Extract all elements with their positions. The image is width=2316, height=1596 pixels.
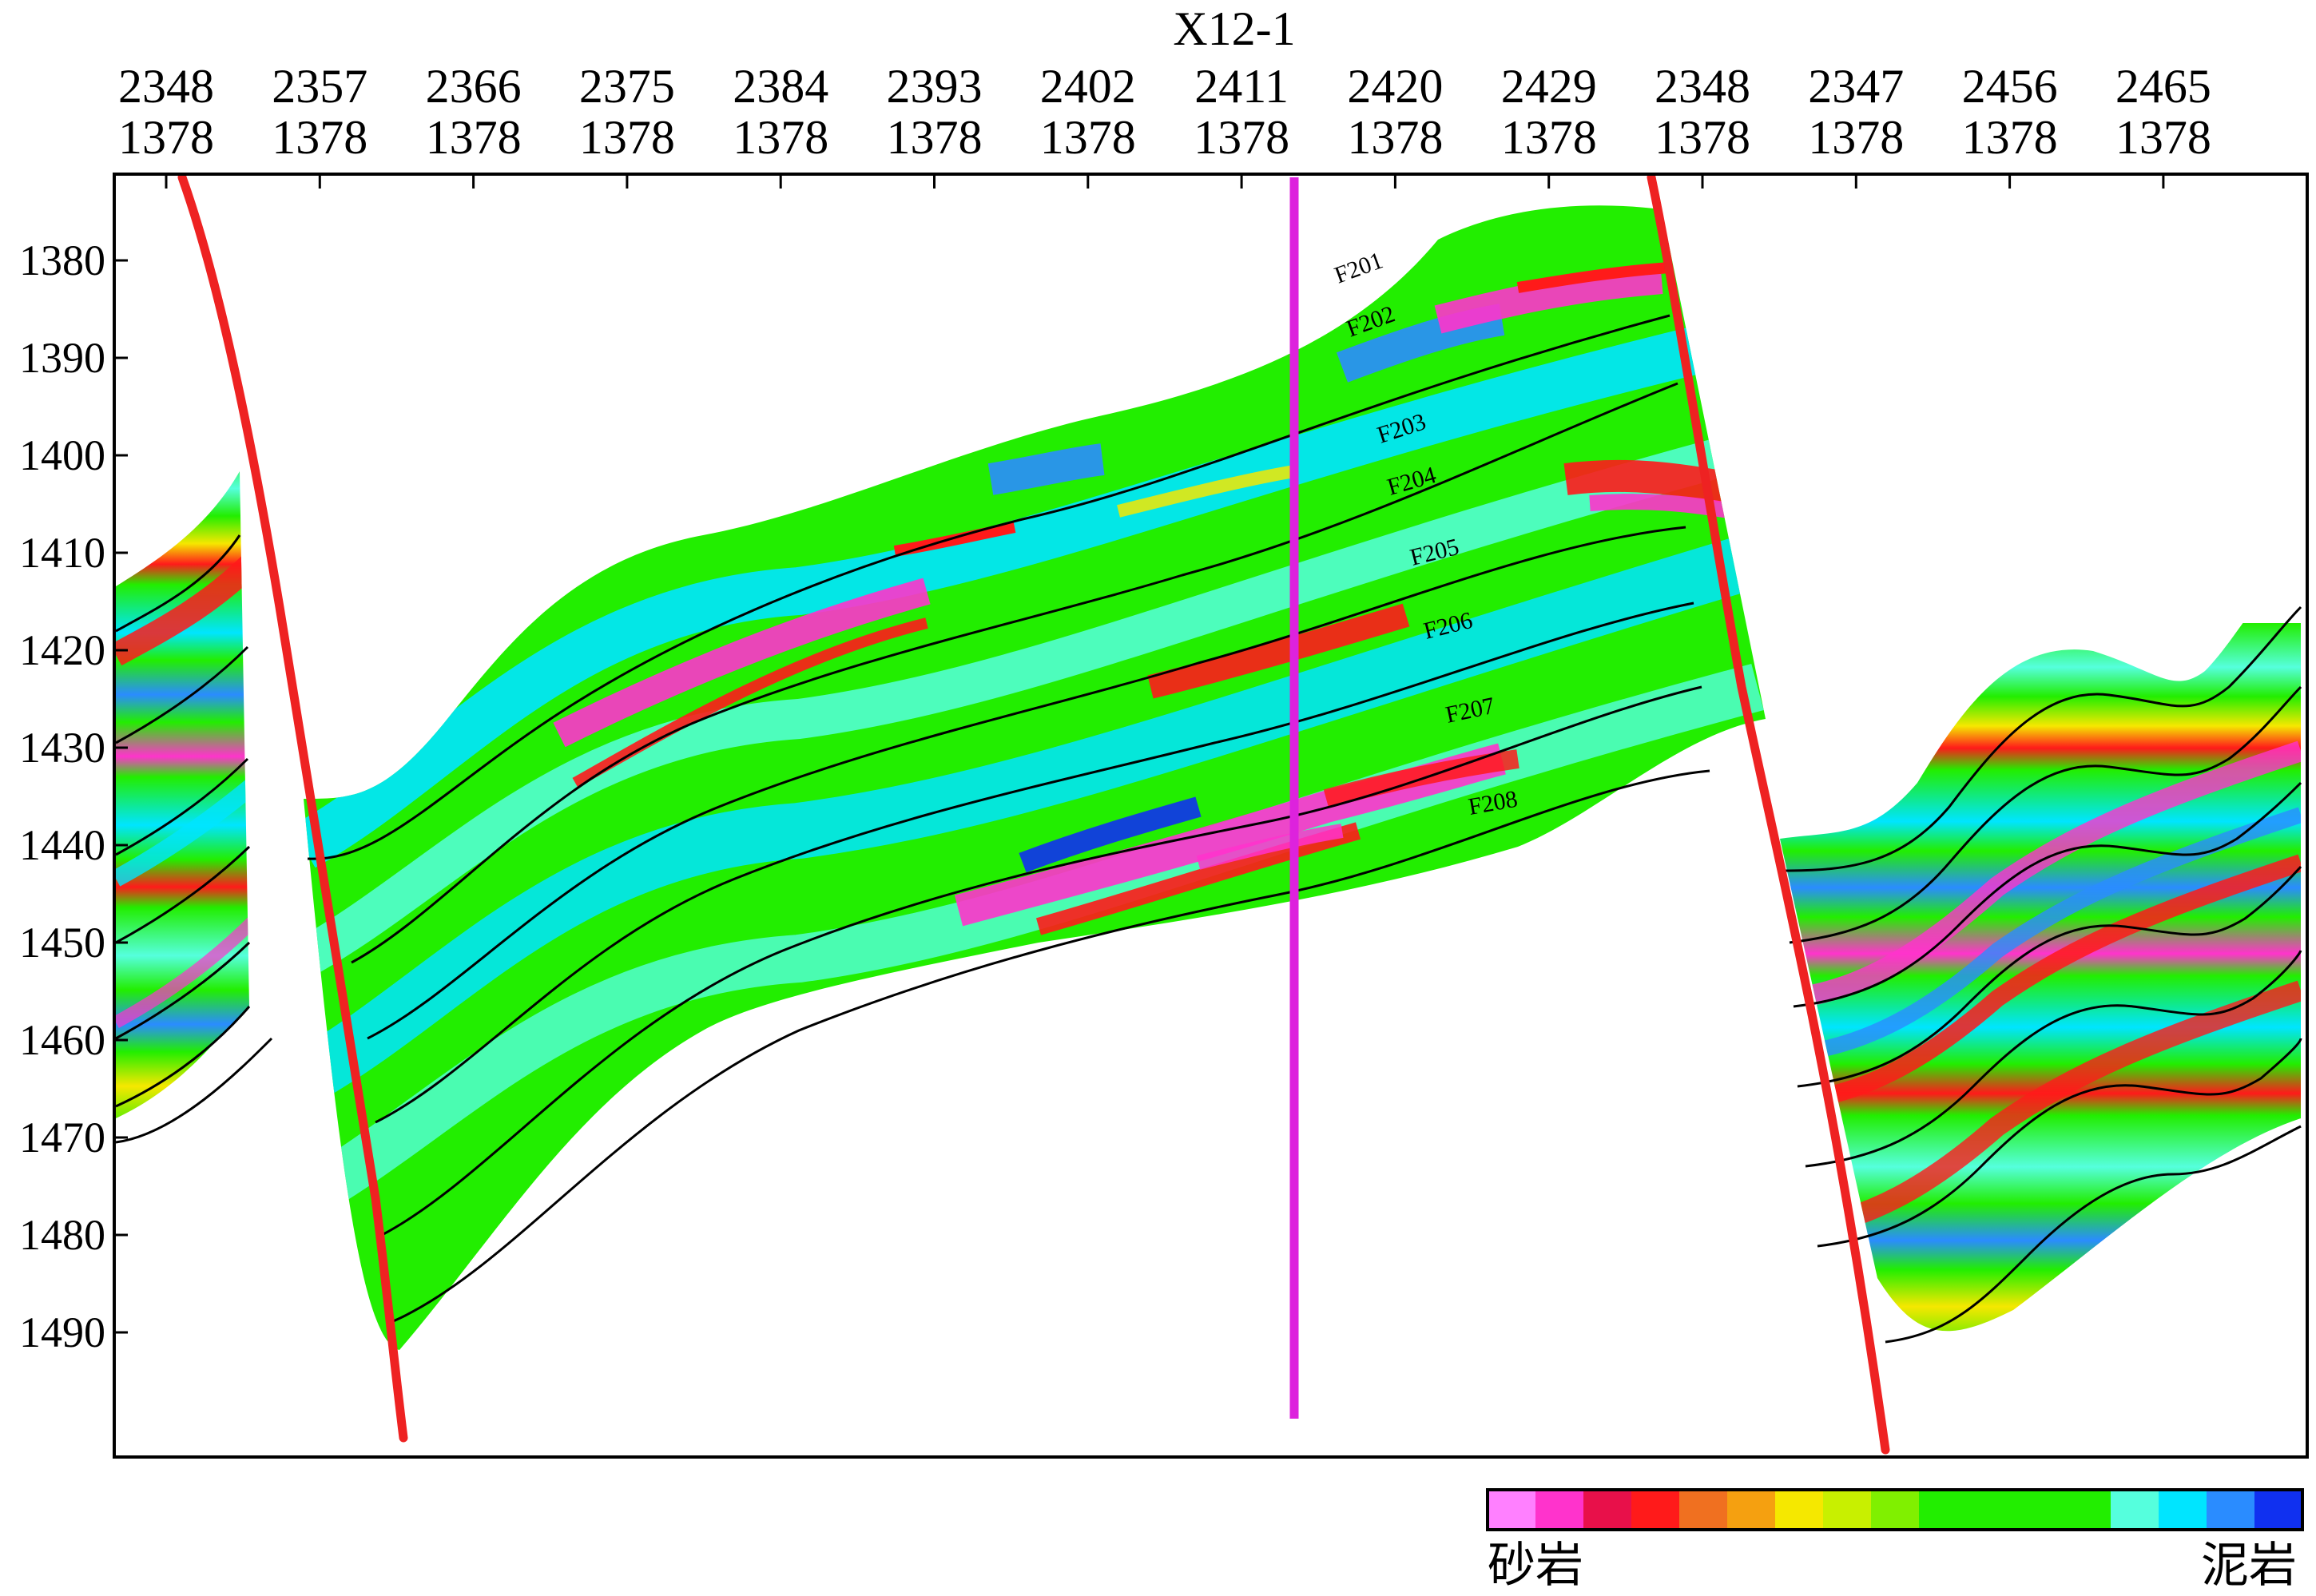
trace-number-bottom: 1378 (118, 111, 214, 164)
well-name: X12-1 (1173, 2, 1296, 55)
legend-swatch (2015, 1490, 2064, 1530)
legend-swatch (1679, 1490, 1728, 1530)
top-tick-marks (165, 176, 2165, 189)
trace-number-top: 2465 (2115, 60, 2211, 113)
trace-number-bottom: 1378 (1961, 111, 2058, 164)
depth-label: 1410 (19, 529, 105, 577)
trace-number-top: 2347 (1808, 60, 1905, 113)
depth-label: 1420 (19, 626, 105, 674)
legend-swatch (1535, 1490, 1584, 1530)
trace-number-top: 2357 (272, 60, 368, 113)
legend-swatch (1823, 1490, 1872, 1530)
trace-number-bottom: 1378 (425, 111, 522, 164)
legend-swatch (2159, 1490, 2207, 1530)
depth-label: 1490 (19, 1308, 105, 1356)
trace-number-bottom: 1378 (272, 111, 368, 164)
legend-swatch (2254, 1490, 2303, 1530)
depth-label: 1380 (19, 236, 105, 284)
depth-label: 1390 (19, 334, 105, 382)
legend-label-mudstone: 泥岩 (2201, 1539, 2297, 1592)
legend-swatch (1919, 1490, 1968, 1530)
trace-number-top: 2384 (733, 60, 829, 113)
trace-number-top: 2375 (578, 60, 675, 113)
trace-number-bottom: 1378 (1347, 111, 1444, 164)
faults (177, 173, 1890, 1455)
depth-label: 1460 (19, 1016, 105, 1064)
trace-number-top: 2402 (1039, 60, 1136, 113)
fault-east (1647, 173, 1890, 1455)
legend-swatch (2063, 1490, 2111, 1530)
legend-swatch (2111, 1490, 2159, 1530)
trace-number-top: 2393 (886, 60, 983, 113)
trace-number-top: 2420 (1347, 60, 1444, 113)
block-central (304, 205, 1766, 1350)
plot-frame (113, 173, 2309, 1459)
trace-number-bottom: 1378 (578, 111, 675, 164)
legend-swatch (1631, 1490, 1680, 1530)
depth-tick-marks (114, 259, 128, 1334)
legend-swatch (1871, 1490, 1920, 1530)
legend-color-bar (1488, 1490, 2303, 1530)
legend-swatch (1727, 1490, 1776, 1530)
depth-label: 1480 (19, 1211, 105, 1259)
block-west (116, 471, 249, 1118)
legend-swatch (1583, 1490, 1632, 1530)
legend-swatch (1967, 1490, 2016, 1530)
trace-number-bottom: 1378 (1194, 111, 1290, 164)
trace-number-top: 2411 (1194, 60, 1289, 113)
fault-west (177, 173, 408, 1443)
trace-number-bottom: 1378 (733, 111, 829, 164)
horizon-lines (115, 314, 2302, 1344)
trace-number-bottom: 1378 (886, 111, 983, 164)
trace-number-top: 2366 (425, 60, 522, 113)
depth-label: 1470 (19, 1114, 105, 1161)
legend-swatch (1775, 1490, 1824, 1530)
trace-number-bottom: 1378 (1655, 111, 1750, 164)
legend-frame (1486, 1488, 2304, 1531)
trace-number-top: 2456 (1961, 60, 2058, 113)
trace-number-bottom: 1378 (1808, 111, 1905, 164)
depth-label: 1430 (19, 724, 105, 772)
legend-swatch (2207, 1490, 2255, 1530)
trace-number-bottom: 1378 (1039, 111, 1136, 164)
horizon-label-f201: F201 (1331, 247, 1386, 288)
legend-label-sandstone: 砂岩 (1488, 1539, 1583, 1592)
trace-number-bottom: 1378 (1500, 111, 1597, 164)
legend-swatch (1488, 1490, 1536, 1530)
trace-number-bottom: 1378 (2115, 111, 2211, 164)
depth-label: 1400 (19, 431, 105, 479)
trace-number-top: 2429 (1500, 60, 1597, 113)
depth-label: 1450 (19, 919, 105, 967)
depth-label: 1440 (19, 821, 105, 869)
trace-number-top: 2348 (118, 60, 214, 113)
trace-number-top: 2348 (1655, 60, 1750, 113)
